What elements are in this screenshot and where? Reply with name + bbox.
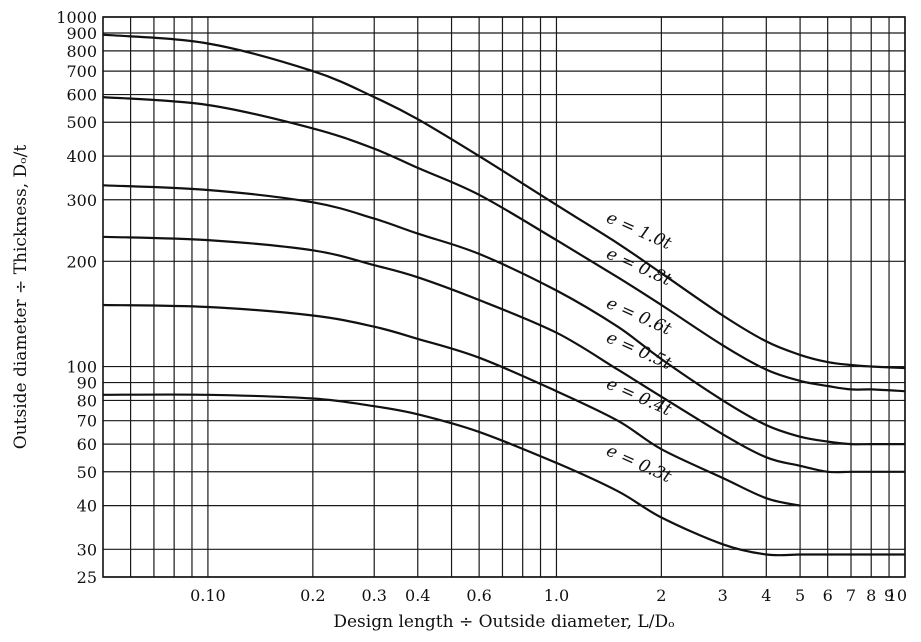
y-tick-label: 400	[66, 147, 97, 166]
y-tick-label: 30	[77, 540, 97, 559]
x-tick-label: 8	[866, 586, 876, 605]
x-tick-label: 0.4	[405, 586, 430, 605]
grid-lines	[103, 16, 906, 578]
x-tick-label: 7	[846, 586, 856, 605]
curves	[102, 33, 906, 557]
y-tick-label: 80	[77, 391, 97, 410]
y-tick-label: 90	[77, 374, 97, 393]
series-line	[102, 184, 905, 446]
y-tick-label: 50	[77, 463, 97, 482]
y-tick-label: 300	[66, 191, 97, 210]
plot-frame	[102, 16, 906, 578]
x-tick-label: 6	[823, 586, 833, 605]
x-tick-label: 0.3	[361, 586, 386, 605]
y-tick-label: 600	[66, 86, 97, 105]
y-tick-label: 500	[66, 113, 97, 132]
y-tick-label: 40	[77, 497, 97, 516]
y-tick-label: 1000	[56, 8, 97, 27]
x-tick-label: 0.2	[300, 586, 325, 605]
y-tick-label: 70	[77, 412, 97, 431]
x-tick-label: 4	[761, 586, 771, 605]
y-tick-label: 800	[66, 42, 97, 61]
tick-labels: 0.10 0.2 0.3 0.4 0.6 1.0 2 3 4 5 6 7 8 910 25 30 40 50 60 7…	[56, 8, 907, 605]
y-tick-label: 60	[77, 435, 97, 454]
y-tick-label: 200	[66, 252, 97, 271]
y-tick-label: 25	[77, 568, 97, 587]
x-tick-label: 5	[795, 586, 805, 605]
curve-label: e = 0.4t	[603, 374, 674, 420]
series-line	[102, 303, 801, 507]
x-tick-label: 0.10	[190, 586, 226, 605]
x-tick-label: 3	[718, 586, 728, 605]
x-tick-label: 2	[656, 586, 666, 605]
series-line	[102, 393, 905, 557]
y-tick-label: 900	[66, 24, 97, 43]
y-tick-label: 700	[66, 62, 97, 81]
x-tick-label: 9	[884, 586, 894, 605]
y-tick-label: 100	[66, 358, 97, 377]
x-tick-label: 1.0	[544, 586, 569, 605]
series-line	[102, 235, 905, 474]
series-line	[102, 33, 906, 370]
curve-labels: e = 1.0te = 0.8te = 0.6te = 0.5te = 0.4t…	[603, 208, 674, 487]
curve-label: e = 0.3t	[603, 441, 674, 487]
series-line	[102, 96, 906, 393]
x-tick-label: 0.6	[466, 586, 491, 605]
x-tick-label: 10	[887, 586, 907, 605]
x-axis-title: Design length ÷ Outside diameter, L/Dₒ	[333, 612, 674, 632]
y-axis-title: Outside diameter ÷ Thickness, Dₒ/t	[11, 145, 31, 450]
